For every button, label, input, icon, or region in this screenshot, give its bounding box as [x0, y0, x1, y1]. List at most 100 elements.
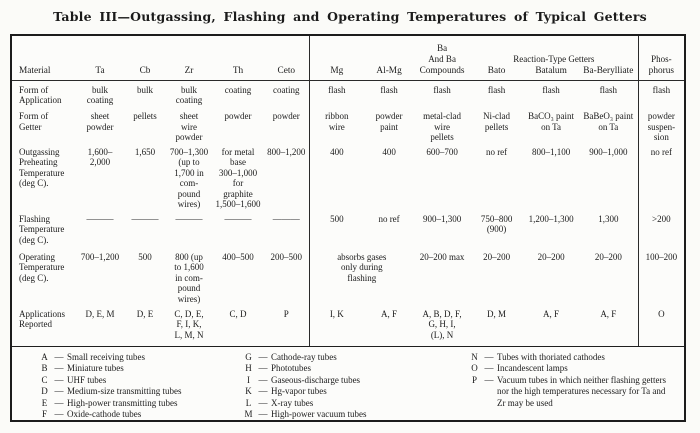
table-cell: bulk coating [86, 84, 114, 106]
footnote-item: M — High-power vacuum tubes [242, 409, 468, 421]
column-header-phosphorus-bottom: phorus [637, 64, 685, 81]
table-cell: sheet wire powder [175, 111, 203, 142]
footnote-desc: UHF tubes [67, 374, 107, 385]
table-frame: Ba And Ba Reaction-Type Getters Phos- Ma… [10, 34, 686, 422]
footnote-item: K — Hg-vapor tubes [242, 386, 468, 398]
footnote-dash: — [54, 386, 64, 396]
table-row-applications-reported: Applications Reported D, E, M D, E C, D,… [12, 304, 685, 346]
table-cell: flash [380, 84, 398, 95]
group-header-ba-compounds: Ba And Ba [428, 43, 456, 64]
footnote-key: K [245, 386, 252, 396]
footnote-item: C — UHF tubes [38, 375, 242, 387]
table-cell: 500 [138, 251, 152, 262]
table-cell: ——— [175, 213, 203, 224]
table-cell: C, D, E, F, I, K, L, M, N [174, 308, 204, 340]
table-cell: no ref [485, 146, 508, 157]
footnote-key: M [244, 409, 253, 419]
table-row-flashing-temperature: Flashing Temperature (deg C). ——— ——— ——… [12, 209, 685, 248]
row-label: Outgassing Preheating Temperature (deg C… [19, 146, 65, 189]
footnote-dash: — [484, 351, 494, 362]
table-cell: A, F [543, 308, 560, 319]
footnote-dash: — [258, 351, 268, 362]
table-cell: metal-clad wire pellets [423, 111, 462, 142]
footnote-dash: — [258, 374, 268, 385]
footnote-desc: Cathode-ray tubes [271, 351, 337, 362]
table-cell: 20–200 [537, 251, 565, 262]
footnote-key: D [41, 386, 48, 396]
table-cell: flash [599, 84, 618, 95]
footnote-dash: — [54, 409, 64, 419]
table-cell: 750–800 (900) [480, 213, 513, 235]
footnote-desc: Vacuum tubes in which neither flashing g… [497, 374, 666, 408]
table-cell: >200 [637, 209, 685, 248]
footnote-dash: — [484, 363, 494, 373]
column-header-material: Material [12, 64, 76, 81]
table-cell: 100–200 [637, 247, 685, 305]
table-cell: no ref [378, 213, 400, 224]
table-cell: 1,650 [134, 146, 156, 157]
footnote-item: G — Cathode-ray tubes [242, 352, 468, 364]
getters-table: Ba And Ba Reaction-Type Getters Phos- Ma… [12, 36, 685, 346]
table-row-operating-temperature: Operating Temperature (deg C). 700–1,200… [12, 247, 685, 305]
footnote-key: C [41, 374, 48, 385]
column-header-ceto: Ceto [264, 64, 310, 81]
table-cell: ribbon wire [308, 107, 365, 143]
column-header-th: Th [212, 64, 264, 81]
table-cell: 900–1,000 [589, 146, 628, 157]
footnote-desc: Medium-size transmitting tubes [67, 386, 182, 396]
row-label: Applications Reported [19, 308, 65, 330]
table-cell: pellets [133, 111, 157, 121]
footnote-item: H — Phototubes [242, 363, 468, 375]
table-cell: 200–500 [270, 251, 303, 262]
column-header-cb: Cb [124, 64, 166, 81]
table-cell: 400 [382, 146, 396, 157]
table-row-form-of-application: Form of Application bulk coating bulk bu… [12, 80, 685, 107]
footnote-key: B [41, 363, 48, 373]
table-cell: 500 [308, 209, 365, 248]
footnote-item: O — Incandescent lamps [468, 363, 672, 375]
footnote-desc: Incandescent lamps [497, 363, 568, 373]
footnote-dash: — [54, 351, 64, 362]
footnote-desc: Oxide-cathode tubes [67, 409, 142, 419]
table-cell: ——— [86, 213, 114, 224]
footnote-desc: High-power vacuum tubes [271, 409, 367, 419]
table-cell: 800–1,100 [531, 146, 571, 157]
table-cell: for metal base 300–1,000 for graphite 1,… [215, 146, 261, 210]
footnote-item: B — Miniature tubes [38, 363, 242, 375]
group-spacer [12, 36, 309, 64]
table-cell: flash [637, 80, 685, 107]
footnote-item: A — Small receiving tubes [38, 352, 242, 364]
table-cell: sheet powder [86, 111, 114, 132]
column-header-row: Material Ta Cb Zr Th Ceto Mg Al-Mg Compo… [12, 64, 685, 81]
footnote-item: P — Vacuum tubes in which neither flashing… [468, 375, 672, 410]
row-label: Form of Application [19, 84, 62, 106]
footnote-key: L [245, 397, 252, 408]
footnote-key: A [41, 351, 48, 362]
group-header-phosphorus-top: Phos- [637, 36, 685, 64]
table-cell: BaBeO₃ paint on Ta [583, 111, 634, 132]
footnote-key: F [41, 409, 47, 419]
table-cell: absorbs gases only during flashing [308, 247, 415, 305]
footnote-legend: A — Small receiving tubes B — Miniature tube… [12, 345, 684, 425]
table-cell: 900–1,300 [422, 213, 462, 224]
table-cell: 1,200–1,300 [528, 213, 574, 224]
footnote-item: E — High-power transmitting tubes [38, 398, 242, 410]
footnote-desc: Miniature tubes [67, 363, 124, 373]
table-cell: flash [487, 84, 506, 95]
footnote-item: D — Medium-size transmitting tubes [38, 386, 242, 398]
table-cell: 700–1,200 [80, 251, 120, 262]
footnote-desc: Hg-vapor tubes [271, 386, 327, 396]
page-title: Table III—Outgassing, Flashing and Opera… [53, 9, 647, 24]
table-cell: ——— [272, 213, 300, 224]
footnote-desc: X-ray tubes [271, 397, 314, 408]
table-cell: 1,300 [598, 213, 619, 224]
table-cell: P [283, 308, 289, 319]
footnote-dash: — [258, 363, 268, 373]
table-cell: A, B, D, F, G, H, I, (L), N [422, 308, 462, 340]
footnote-key: H [245, 363, 252, 373]
table-cell: I, K [308, 304, 365, 346]
footnote-item: I — Gaseous-discharge tubes [242, 375, 468, 387]
table-cell: O [637, 304, 685, 346]
footnote-dash: — [54, 363, 64, 373]
